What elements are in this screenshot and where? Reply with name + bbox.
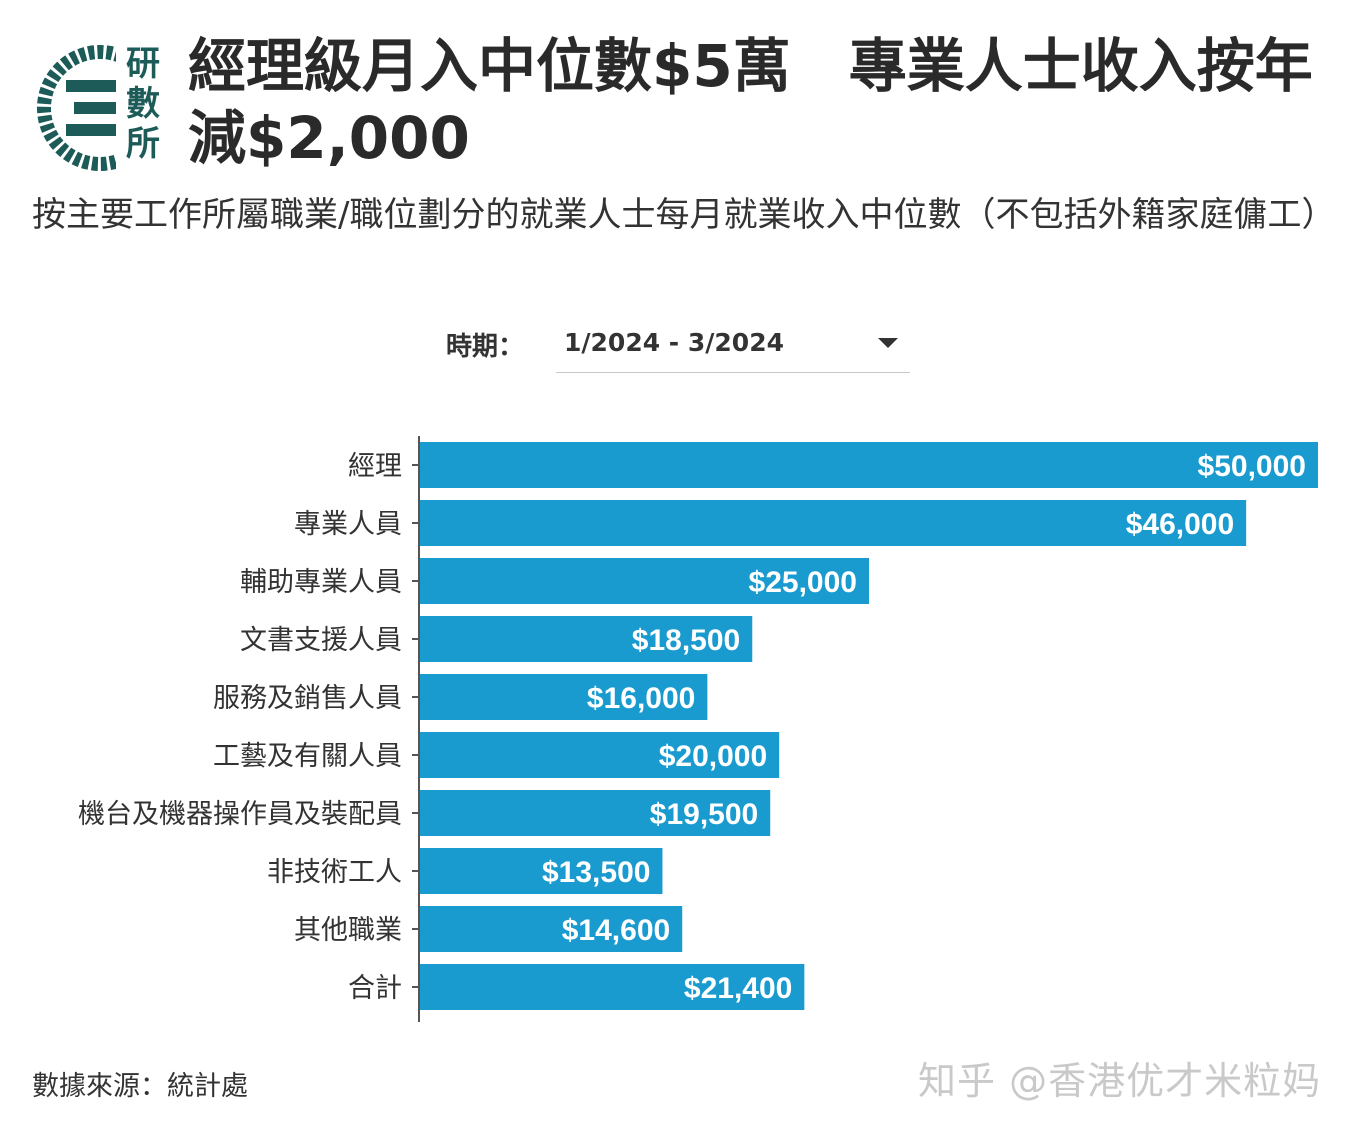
- watermark: 知乎 @香港优才米粒妈: [918, 1059, 1322, 1103]
- bar[interactable]: [420, 674, 708, 720]
- logo-icon: [37, 40, 172, 176]
- bar-value-label: $20,000: [659, 740, 767, 773]
- category-label: 非技術工人: [267, 857, 402, 888]
- bar-value-label: $18,500: [632, 624, 740, 657]
- category-label: 工藝及有關人員: [213, 741, 402, 772]
- period-value: 1/2024 - 3/2024: [564, 328, 784, 357]
- chevron-down-icon[interactable]: [878, 338, 898, 348]
- period-label: 時期：: [446, 332, 525, 362]
- chart-subtitle: 按主要工作所屬職業/職位劃分的就業人士每月就業收入中位數（不包括外籍家庭傭工）: [32, 195, 1336, 235]
- source-note: 數據來源：統計處: [32, 1071, 248, 1102]
- bar-value-label: $46,000: [1126, 508, 1234, 541]
- bar-value-label: $21,400: [684, 972, 792, 1005]
- category-label: 其他職業: [294, 915, 402, 946]
- bar-value-label: $13,500: [542, 856, 650, 889]
- page-title: 經理級月入中位數$5萬 專業人士收入按年減$2,000: [188, 32, 1313, 172]
- bar[interactable]: [420, 848, 663, 894]
- category-label: 文書支援人員: [240, 625, 402, 656]
- bar-chart: 經理 $50,000 專業人員 $46,000 輔助專業人員 $25,000 文書支援人員 $…: [78, 436, 1318, 1022]
- bar[interactable]: [420, 616, 753, 662]
- bar[interactable]: [420, 906, 683, 952]
- bar-value-label: $16,000: [587, 682, 695, 715]
- category-label: 合計: [348, 973, 402, 1004]
- bar[interactable]: [420, 500, 1247, 546]
- bar-value-label: $19,500: [650, 798, 758, 831]
- bar[interactable]: [420, 442, 1318, 488]
- category-label: 機台及機器操作員及裝配員: [78, 799, 402, 830]
- logo-text: 研 數 所: [126, 44, 160, 164]
- category-label: 經理: [348, 451, 402, 482]
- category-label: 專業人員: [294, 509, 402, 540]
- bar-value-label: $50,000: [1198, 450, 1306, 483]
- bar[interactable]: [420, 790, 771, 836]
- bar[interactable]: [420, 558, 869, 604]
- bar[interactable]: [420, 964, 805, 1010]
- bar-value-label: $25,000: [749, 566, 857, 599]
- period-dropdown[interactable]: 1/2024 - 3/2024: [556, 320, 910, 373]
- bar[interactable]: [420, 732, 780, 778]
- category-label: 服務及銷售人員: [213, 683, 402, 714]
- bar-value-label: $14,600: [562, 914, 670, 947]
- category-label: 輔助專業人員: [240, 567, 402, 598]
